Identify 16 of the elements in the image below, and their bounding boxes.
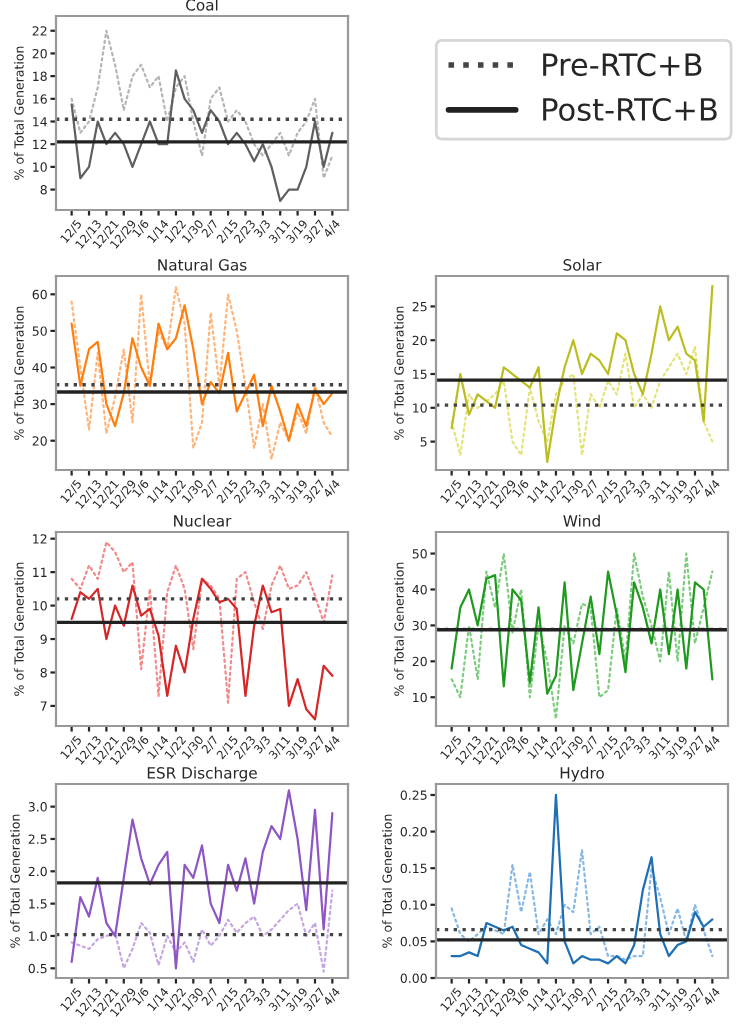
- line-series: [450, 285, 714, 463]
- legend-label: Post-RTC+B: [543, 97, 717, 122]
- line-series: [70, 789, 334, 970]
- legend-label: Pre-RTC+B: [543, 53, 702, 77]
- line-series: [70, 285, 334, 461]
- line-series: [70, 540, 334, 704]
- line-series: [450, 345, 714, 457]
- line-series: [70, 29, 334, 180]
- line-series: [450, 552, 714, 720]
- line-series: [70, 304, 334, 442]
- line-series: [450, 848, 714, 961]
- line-series: [450, 793, 714, 965]
- line-series: [450, 570, 714, 695]
- line-series: [70, 889, 334, 973]
- line-series: [70, 577, 334, 721]
- line-series: [70, 69, 334, 203]
